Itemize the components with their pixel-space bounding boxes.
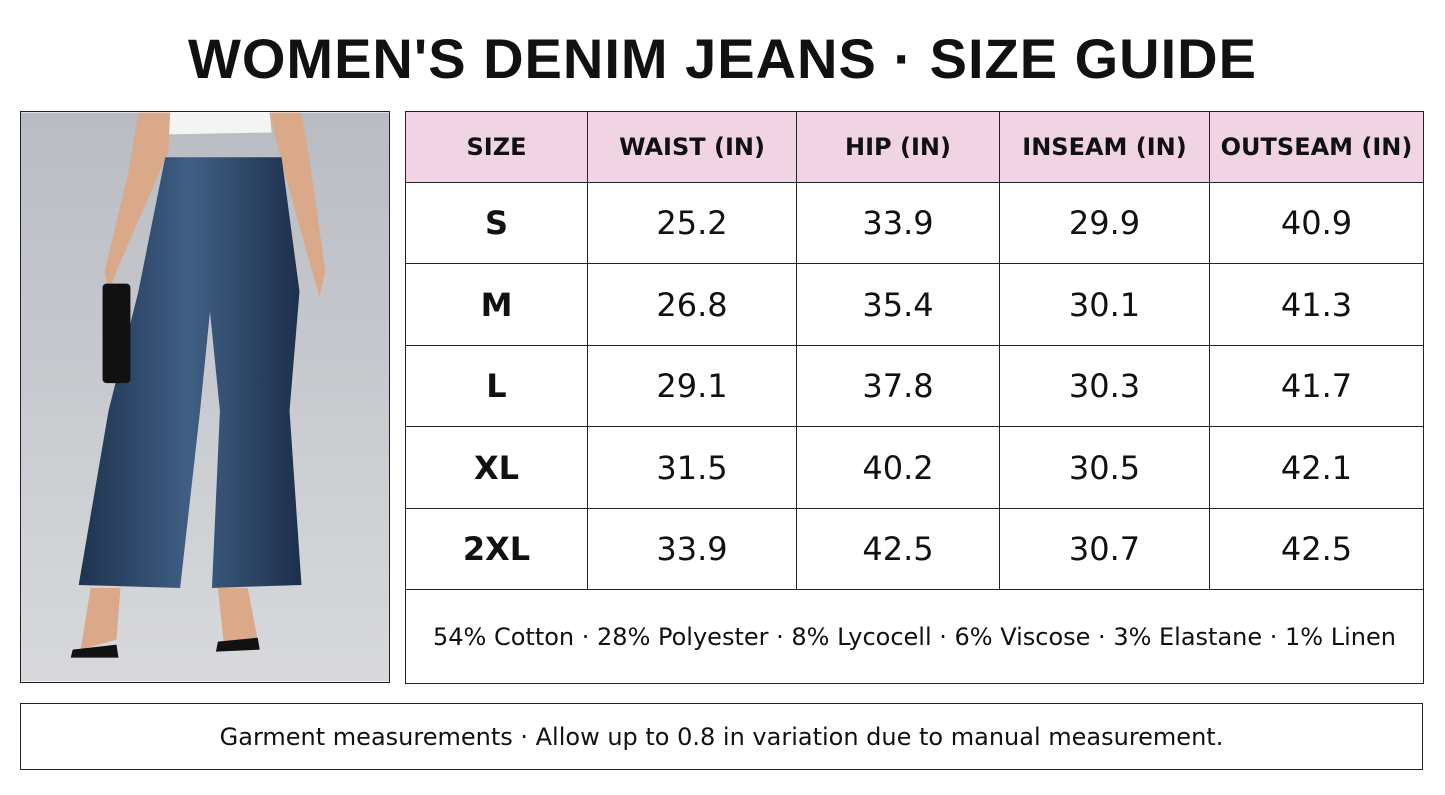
size-row: L 29.1 37.8 30.3 41.7 — [405, 344, 1424, 428]
size-cell: S — [405, 181, 588, 265]
measurement-cell: 42.1 — [1209, 426, 1424, 509]
table-body: S 25.2 33.9 29.9 40.9 M 26.8 35.4 30.1 41.3 L 29.1 3… — [405, 181, 1424, 684]
measurement-cell: 25.2 — [587, 181, 797, 265]
size-table: SIZE WAIST (IN) HIP (IN) INSEAM (IN) OUTSEAM… — [405, 111, 1424, 684]
size-cell: L — [405, 344, 588, 428]
column-header: HIP (IN) — [796, 111, 1000, 183]
measurement-cell: 30.3 — [999, 344, 1210, 428]
measurement-cell: 29.1 — [587, 344, 797, 428]
measurement-cell: 41.3 — [1209, 263, 1424, 346]
measurement-cell: 42.5 — [796, 507, 1000, 591]
measurement-cell: 31.5 — [587, 426, 797, 509]
measurement-cell: 35.4 — [796, 263, 1000, 346]
measurement-cell: 40.9 — [1209, 181, 1424, 265]
column-header: INSEAM (IN) — [999, 111, 1210, 183]
header-row: SIZE WAIST (IN) HIP (IN) INSEAM (IN) OUTSEAM… — [405, 111, 1424, 183]
size-cell: XL — [405, 426, 588, 509]
composition-row: 54% Cotton · 28% Polyester · 8% Lycocell… — [405, 589, 1424, 684]
measurement-cell: 40.2 — [796, 426, 1000, 509]
measurement-cell: 37.8 — [796, 344, 1000, 428]
composition-cell: 54% Cotton · 28% Polyester · 8% Lycocell… — [405, 589, 1424, 684]
size-cell: 2XL — [405, 507, 588, 591]
measurement-cell: 26.8 — [587, 263, 797, 346]
title: WOMEN'S DENIM JEANS · SIZE GUIDE — [188, 27, 1257, 90]
product-photo — [20, 111, 390, 683]
measurement-cell: 33.9 — [587, 507, 797, 591]
measurement-cell: 42.5 — [1209, 507, 1424, 591]
footer-note: Garment measurements · Allow up to 0.8 i… — [20, 703, 1423, 770]
measurement-cell: 30.7 — [999, 507, 1210, 591]
measurement-cell: 33.9 — [796, 181, 1000, 265]
size-row: S 25.2 33.9 29.9 40.9 — [405, 181, 1424, 265]
column-header: OUTSEAM (IN) — [1209, 111, 1424, 183]
size-row: 2XL 33.9 42.5 30.7 42.5 — [405, 507, 1424, 591]
footer-text: Garment measurements · Allow up to 0.8 i… — [219, 722, 1224, 751]
size-cell: M — [405, 263, 588, 346]
measurement-cell: 29.9 — [999, 181, 1210, 265]
measurement-cell: 41.7 — [1209, 344, 1424, 428]
size-row: XL 31.5 40.2 30.5 42.1 — [405, 426, 1424, 509]
column-header: WAIST (IN) — [587, 111, 797, 183]
size-row: M 26.8 35.4 30.1 41.3 — [405, 263, 1424, 346]
column-header: SIZE — [405, 111, 588, 183]
measurement-cell: 30.5 — [999, 426, 1210, 509]
measurement-cell: 30.1 — [999, 263, 1210, 346]
